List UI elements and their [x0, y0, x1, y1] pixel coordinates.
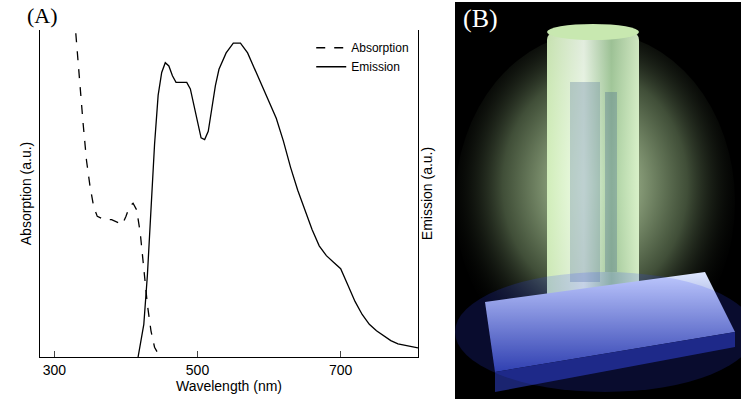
html-text:(B): (B) — [463, 4, 498, 33]
svg-text:Wavelength (nm): Wavelength (nm) — [176, 378, 282, 394]
svg-text:500: 500 — [186, 362, 210, 378]
svg-text:Emission (a.u.): Emission (a.u.) — [419, 147, 435, 240]
svg-text:(A): (A) — [27, 3, 58, 28]
svg-text:300: 300 — [43, 362, 67, 378]
svg-text:700: 700 — [329, 362, 353, 378]
svg-text:Emission: Emission — [351, 60, 400, 74]
svg-text:Absorption: Absorption — [351, 41, 408, 55]
svg-text:Absorption (a.u.): Absorption (a.u.) — [18, 142, 34, 245]
